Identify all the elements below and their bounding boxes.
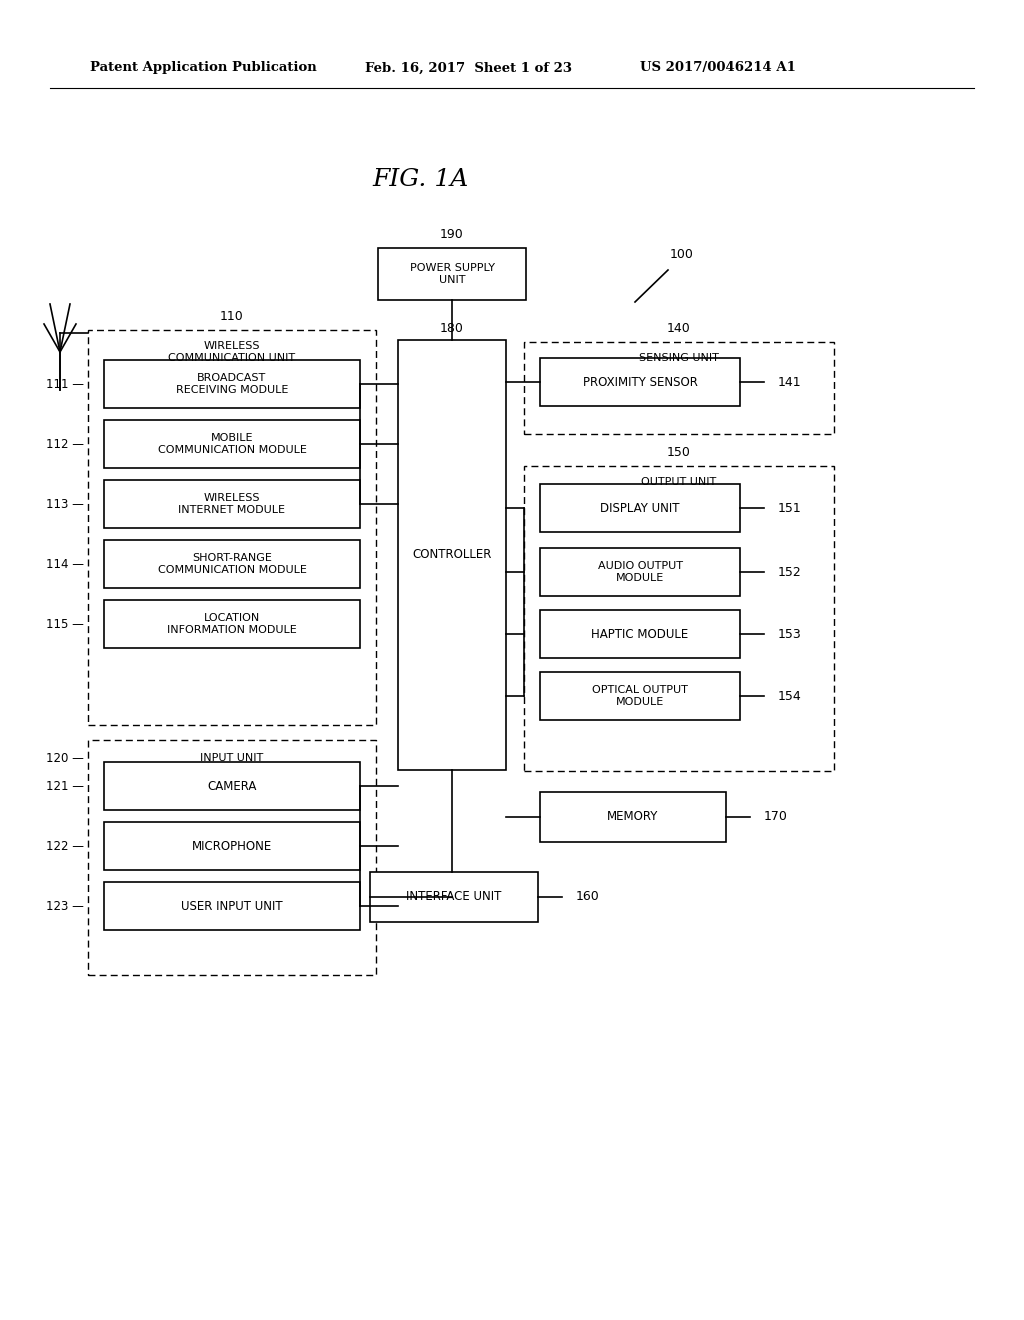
Text: 160: 160 — [575, 891, 600, 903]
Text: SHORT-RANGE
COMMUNICATION MODULE: SHORT-RANGE COMMUNICATION MODULE — [158, 553, 306, 574]
Text: WIRELESS
COMMUNICATION UNIT: WIRELESS COMMUNICATION UNIT — [168, 341, 296, 363]
Bar — [398, 341, 506, 770]
Bar — [104, 762, 360, 810]
Text: Feb. 16, 2017  Sheet 1 of 23: Feb. 16, 2017 Sheet 1 of 23 — [365, 62, 572, 74]
Bar — [540, 484, 740, 532]
Bar — [104, 601, 360, 648]
Text: HAPTIC MODULE: HAPTIC MODULE — [592, 627, 688, 640]
Text: 154: 154 — [778, 689, 802, 702]
Text: 170: 170 — [764, 810, 787, 824]
Text: WIRELESS
INTERNET MODULE: WIRELESS INTERNET MODULE — [178, 494, 286, 515]
Text: 180: 180 — [440, 322, 464, 334]
Text: 150: 150 — [667, 446, 691, 458]
Bar — [104, 882, 360, 931]
Text: CAMERA: CAMERA — [207, 780, 257, 792]
Text: 121 —: 121 — — [46, 780, 84, 792]
Bar — [524, 466, 834, 771]
Bar — [540, 548, 740, 597]
Text: AUDIO OUTPUT
MODULE: AUDIO OUTPUT MODULE — [597, 561, 683, 583]
Text: SENSING UNIT: SENSING UNIT — [639, 352, 719, 363]
Text: 100: 100 — [670, 248, 694, 261]
Bar — [104, 540, 360, 587]
Text: 152: 152 — [778, 565, 802, 578]
Text: 110: 110 — [220, 309, 244, 322]
Text: MICROPHONE: MICROPHONE — [191, 840, 272, 853]
Text: 153: 153 — [778, 627, 802, 640]
Bar — [540, 672, 740, 719]
Bar — [88, 330, 376, 725]
Text: FIG. 1A: FIG. 1A — [372, 169, 468, 191]
Text: 112 —: 112 — — [46, 437, 84, 450]
Text: Patent Application Publication: Patent Application Publication — [90, 62, 316, 74]
Text: MEMORY: MEMORY — [607, 810, 658, 824]
Bar — [370, 873, 538, 921]
Text: DISPLAY UNIT: DISPLAY UNIT — [600, 502, 680, 515]
Text: OPTICAL OUTPUT
MODULE: OPTICAL OUTPUT MODULE — [592, 685, 688, 706]
Bar — [104, 822, 360, 870]
Text: PROXIMITY SENSOR: PROXIMITY SENSOR — [583, 375, 697, 388]
Text: MOBILE
COMMUNICATION MODULE: MOBILE COMMUNICATION MODULE — [158, 433, 306, 455]
Text: OUTPUT UNIT: OUTPUT UNIT — [641, 477, 717, 487]
Bar — [540, 610, 740, 657]
Bar — [540, 792, 726, 842]
Text: US 2017/0046214 A1: US 2017/0046214 A1 — [640, 62, 796, 74]
Text: 151: 151 — [778, 502, 802, 515]
Bar — [104, 360, 360, 408]
Text: 122 —: 122 — — [46, 840, 84, 853]
Text: USER INPUT UNIT: USER INPUT UNIT — [181, 899, 283, 912]
Bar — [540, 358, 740, 407]
Text: CONTROLLER: CONTROLLER — [413, 549, 492, 561]
Text: BROADCAST
RECEIVING MODULE: BROADCAST RECEIVING MODULE — [176, 374, 288, 395]
Text: INPUT UNIT: INPUT UNIT — [201, 752, 263, 763]
Text: 141: 141 — [778, 375, 802, 388]
Bar — [88, 741, 376, 975]
Text: 123 —: 123 — — [46, 899, 84, 912]
Text: 113 —: 113 — — [46, 498, 84, 511]
Text: POWER SUPPLY
UNIT: POWER SUPPLY UNIT — [410, 263, 495, 285]
Text: 111 —: 111 — — [46, 378, 84, 391]
Bar — [378, 248, 526, 300]
Text: INTERFACE UNIT: INTERFACE UNIT — [407, 891, 502, 903]
Text: 114 —: 114 — — [46, 557, 84, 570]
Text: 120 —: 120 — — [46, 751, 84, 764]
Text: 140: 140 — [667, 322, 691, 334]
Bar — [104, 480, 360, 528]
Bar — [524, 342, 834, 434]
Bar — [104, 420, 360, 469]
Text: LOCATION
INFORMATION MODULE: LOCATION INFORMATION MODULE — [167, 614, 297, 635]
Text: 190: 190 — [440, 227, 464, 240]
Text: 115 —: 115 — — [46, 618, 84, 631]
